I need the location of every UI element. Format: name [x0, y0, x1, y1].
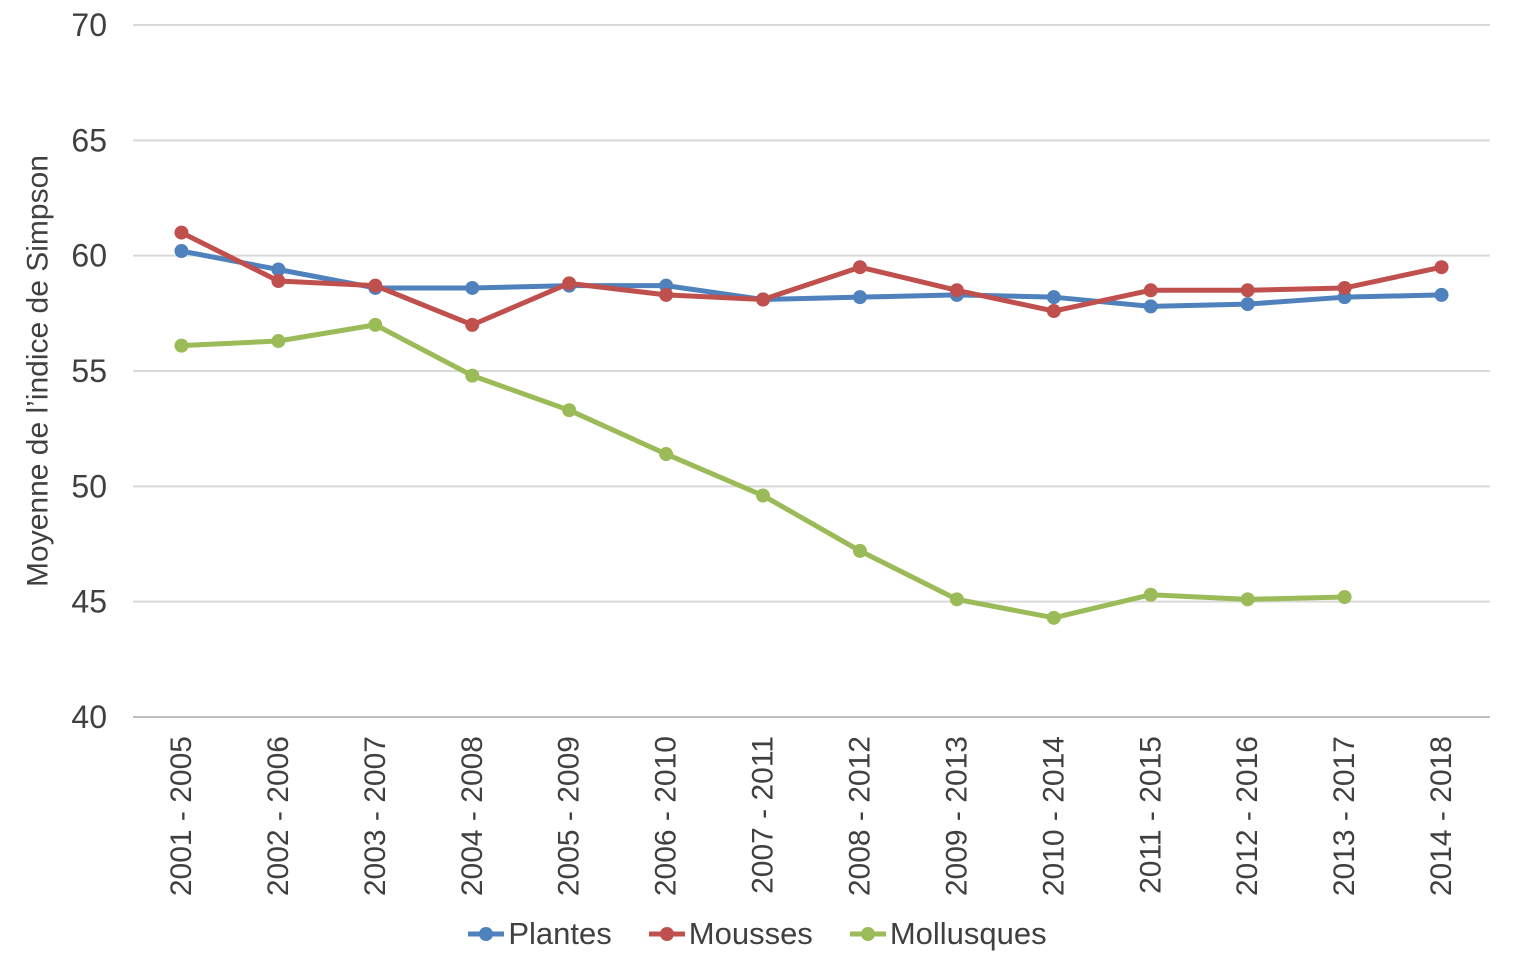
data-point-mollusques: [756, 488, 771, 503]
data-point-mousses: [465, 317, 480, 332]
data-point-mollusques: [271, 334, 286, 349]
data-point-mollusques: [174, 338, 189, 353]
y-tick-label: 50: [71, 468, 107, 504]
data-point-mousses: [271, 274, 286, 289]
data-point-mousses: [1143, 283, 1158, 298]
data-point-plantes: [174, 244, 189, 259]
x-tick-label: 2003 - 2007: [359, 736, 392, 896]
data-point-plantes: [1240, 297, 1255, 312]
data-point-plantes: [852, 290, 867, 305]
x-tick-label: 2002 - 2006: [262, 736, 295, 896]
data-point-mousses: [659, 287, 674, 302]
legend-marker-dot: [659, 927, 674, 941]
data-point-mollusques: [659, 447, 674, 462]
y-tick-label: 60: [71, 238, 107, 274]
data-point-mollusques: [949, 592, 964, 607]
x-tick-label: 2006 - 2010: [650, 736, 683, 896]
data-point-mousses: [756, 292, 771, 307]
x-tick-label: 2007 - 2011: [747, 736, 780, 894]
data-point-mousses: [1337, 280, 1352, 295]
legend-marker-dot: [479, 927, 494, 941]
data-point-plantes: [465, 280, 480, 295]
data-point-mousses: [1240, 283, 1255, 298]
series-line-plantes: [178, 248, 1445, 309]
data-point-plantes: [271, 262, 286, 277]
data-point-mousses: [852, 260, 867, 275]
y-tick-label: 45: [71, 584, 107, 620]
legend-item-plantes: Plantes: [467, 916, 612, 952]
data-point-mousses: [174, 225, 189, 240]
data-point-mollusques: [368, 317, 383, 332]
y-tick-label: 70: [71, 7, 107, 43]
data-point-plantes: [1143, 299, 1158, 314]
chart-legend: Plantes Mousses Mollusques: [0, 916, 1514, 952]
y-tick-label: 40: [71, 699, 107, 735]
data-point-mousses: [1434, 260, 1449, 275]
legend-label-mousses: Mousses: [688, 916, 813, 951]
data-point-mollusques: [465, 368, 480, 383]
data-point-mousses: [562, 276, 577, 291]
y-tick-label: 55: [71, 353, 107, 389]
data-point-mousses: [1046, 304, 1061, 319]
data-point-mollusques: [1143, 587, 1158, 602]
data-point-plantes: [1434, 287, 1449, 302]
legend-item-mousses: Mousses: [648, 916, 813, 952]
legend-item-mollusques: Mollusques: [849, 916, 1047, 952]
y-tick-label: 65: [71, 122, 107, 158]
x-tick-label: 2001 - 2005: [165, 736, 198, 896]
x-tick-label: 2013 - 2017: [1328, 736, 1361, 896]
series-line-mollusques: [178, 322, 1348, 621]
legend-marker-dot: [860, 927, 875, 941]
data-point-plantes: [1046, 290, 1061, 305]
data-point-mollusques: [562, 403, 577, 418]
data-point-mousses: [368, 278, 383, 293]
x-tick-label: 2011 - 2015: [1134, 736, 1167, 894]
x-tick-label: 2004 - 2008: [456, 736, 489, 896]
legend-label-plantes: Plantes: [508, 916, 612, 951]
y-axis-title: Moyenne de l’indice de Simpson: [22, 155, 55, 587]
data-point-mollusques: [852, 543, 867, 558]
x-tick-label: 2005 - 2009: [553, 736, 586, 896]
data-point-mollusques: [1240, 592, 1255, 607]
legend-marker-mousses-icon: [648, 927, 685, 941]
x-tick-label: 2008 - 2012: [843, 736, 876, 896]
series-line-mousses: [178, 230, 1445, 328]
x-tick-label: 2012 - 2016: [1231, 736, 1264, 896]
x-tick-label: 2014 - 2018: [1425, 736, 1458, 896]
legend-marker-mollusques-icon: [849, 927, 886, 941]
legend-label-mollusques: Mollusques: [889, 916, 1047, 951]
data-point-mollusques: [1046, 610, 1061, 625]
x-tick-label: 2010 - 2014: [1037, 736, 1070, 896]
data-point-mollusques: [1337, 590, 1352, 605]
data-point-mousses: [949, 283, 964, 298]
legend-marker-plantes-icon: [468, 927, 505, 941]
x-tick-label: 2009 - 2013: [940, 736, 973, 896]
